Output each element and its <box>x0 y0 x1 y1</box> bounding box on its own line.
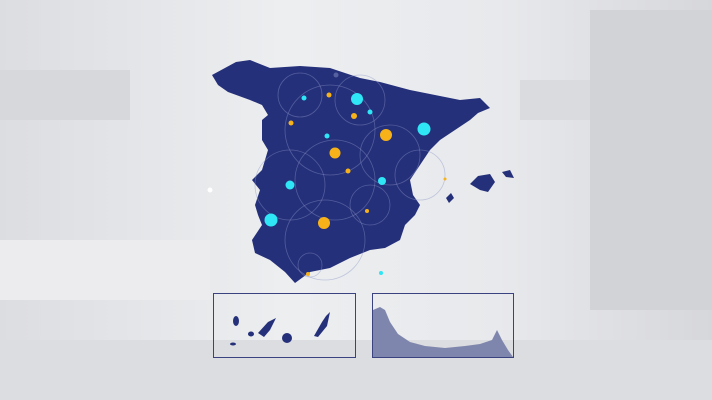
yellow-marker-dot <box>365 209 369 213</box>
cyan-marker-dot <box>264 213 278 227</box>
north-africa-coast <box>373 307 513 357</box>
mallorca-shape <box>470 174 495 192</box>
radius-ring <box>277 72 323 118</box>
radius-ring <box>254 149 326 221</box>
radius-ring <box>359 124 421 186</box>
radius-ring <box>284 84 376 176</box>
cyan-marker-dot <box>324 133 330 139</box>
background-panel <box>590 10 712 310</box>
cyan-marker-dot <box>285 180 295 190</box>
yellow-marker-dot <box>380 129 392 141</box>
background-panel <box>0 240 210 300</box>
radius-ring <box>334 74 386 126</box>
yellow-marker-dot <box>329 147 341 159</box>
ibiza-shape <box>446 193 454 203</box>
radius-ring <box>294 139 376 221</box>
canary-islands <box>230 312 330 346</box>
ceuta-melilla-inset <box>372 293 514 358</box>
background-panel <box>0 70 130 120</box>
cyan-marker-dot <box>378 177 386 185</box>
yellow-marker-dot <box>351 113 357 119</box>
cyan-marker-dot <box>379 271 383 275</box>
menorca-shape <box>502 170 514 178</box>
peninsula-shape <box>212 60 490 283</box>
cyan-marker-dot <box>367 109 373 115</box>
cyan-marker-dot <box>301 95 307 101</box>
white-dot <box>207 187 213 193</box>
cyan-marker-dot <box>351 93 363 105</box>
background-panel <box>520 80 590 120</box>
radius-ring <box>349 184 391 226</box>
radius-ring <box>394 149 446 201</box>
radius-ring <box>284 199 366 281</box>
yellow-marker-dot <box>345 168 351 174</box>
canary-islands-inset <box>213 293 356 358</box>
cyan-marker-dot <box>333 72 339 78</box>
cyan-marker-dot <box>417 122 431 136</box>
yellow-marker-dot <box>326 92 332 98</box>
yellow-marker-dot <box>306 272 310 276</box>
yellow-marker-dot <box>288 120 294 126</box>
yellow-marker-dot <box>318 217 330 229</box>
radius-ring <box>297 252 323 278</box>
yellow-marker-dot <box>443 177 447 181</box>
